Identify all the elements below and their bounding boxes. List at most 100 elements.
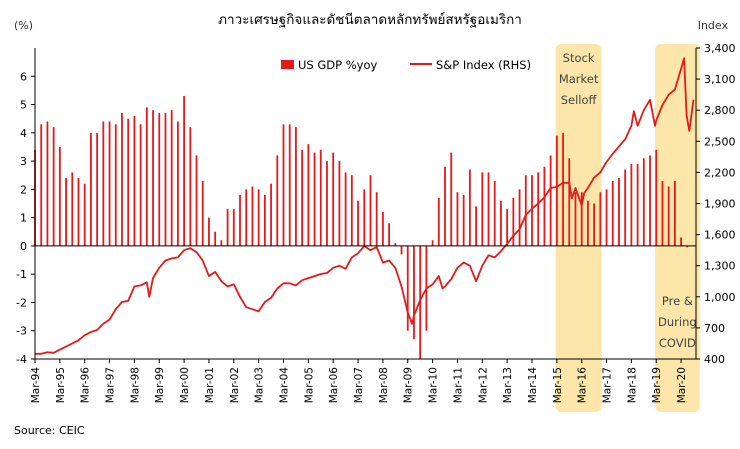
gdp-bar <box>524 175 527 246</box>
x-tick-label: Mar-08 <box>378 367 390 403</box>
gdp-bar <box>388 223 391 246</box>
annotation-label-1-line-2: Market <box>559 72 599 86</box>
gdp-bar <box>133 115 136 246</box>
annotation-box-1 <box>555 44 602 412</box>
left-axis-label: (%) <box>14 19 33 32</box>
left-tick-label: 0 <box>20 240 27 253</box>
gdp-bar <box>282 124 285 246</box>
gdp-bar <box>208 217 210 246</box>
gdp-bar <box>96 132 99 246</box>
gdp-bar <box>326 161 328 246</box>
gdp-bar <box>301 149 304 246</box>
gdp-bar <box>369 175 372 246</box>
right-tick-label: 2,800 <box>704 104 736 117</box>
gdp-bar <box>170 110 173 246</box>
gdp-bar <box>568 158 571 246</box>
left-tick-label: -3 <box>16 325 27 338</box>
chart-title: ภาวะเศรษฐกิจและดัชนีตลาดหลักทรัพย์สหรัฐอ… <box>218 11 522 28</box>
gdp-bar <box>686 245 689 248</box>
gdp-bar <box>394 243 397 246</box>
x-tick-label: Mar-17 <box>602 367 614 403</box>
gdp-bar <box>537 172 540 246</box>
gdp-bar <box>350 175 353 246</box>
right-axis-label: Index <box>698 19 729 32</box>
gdp-bar <box>46 121 49 246</box>
gdp-bar <box>139 124 142 246</box>
right-tick-label: 1,000 <box>704 291 736 304</box>
x-tick-label: Mar-00 <box>179 367 191 403</box>
gdp-bar <box>239 195 241 246</box>
x-tick-label: Mar-11 <box>452 367 464 403</box>
gdp-bar <box>605 189 608 246</box>
gdp-bar <box>232 209 235 246</box>
gdp-bar <box>437 197 440 246</box>
x-tick-label: Mar-98 <box>129 367 141 403</box>
gdp-bar <box>400 245 403 255</box>
left-tick-label: 6 <box>20 70 27 83</box>
gdp-bar <box>518 189 521 246</box>
x-tick-label: Mar-05 <box>303 367 315 403</box>
gdp-bar <box>332 152 335 246</box>
gdp-bar <box>65 178 67 246</box>
gdp-bar <box>40 124 43 246</box>
annotation-label-1-line-3: Selloff <box>561 93 598 107</box>
axes: -4 -3 -2 -1 0 1 2 3 4 5 6 400 700 1,000 1,300 1,600 1,90… <box>16 42 735 403</box>
x-tick-label: Mar-94 <box>30 367 42 404</box>
annotation-label-2-line-3: COVID <box>659 336 696 350</box>
gdp-bar <box>587 200 589 246</box>
x-tick-label: Mar-19 <box>651 367 663 403</box>
gdp-bar <box>145 107 148 246</box>
right-tick-label: 3,400 <box>704 42 736 55</box>
gdp-bar <box>493 180 496 246</box>
gdp-bar <box>90 132 92 246</box>
x-tick-label: Mar-04 <box>278 367 290 404</box>
annotation-shades <box>555 44 700 412</box>
source-note: Source: CEIC <box>14 424 85 437</box>
x-tick-label: Mar-12 <box>477 367 489 403</box>
gdp-bar <box>475 206 477 246</box>
gdp-bar <box>313 152 316 246</box>
x-tick-label: Mar-01 <box>204 367 216 403</box>
gdp-bar <box>636 163 639 246</box>
x-tick-label: Mar-15 <box>552 367 564 403</box>
x-tick-label: Mar-16 <box>577 367 589 404</box>
gdp-bar <box>549 155 552 246</box>
x-tick-label: Mar-96 <box>80 367 92 404</box>
x-tick-label: Mar-97 <box>105 367 117 403</box>
gdp-bar <box>121 113 123 246</box>
left-tick-label: 1 <box>20 212 27 225</box>
legend-gdp-label: US GDP %yoy <box>298 58 377 72</box>
gdp-bar <box>195 155 198 246</box>
left-tick-label: 4 <box>20 127 27 140</box>
gdp-bar <box>406 245 409 331</box>
gdp-bar <box>263 195 266 246</box>
left-tick-label: 5 <box>20 99 27 112</box>
gdp-bar <box>276 155 279 246</box>
right-tick-label: 2,500 <box>704 135 736 148</box>
gdp-bar <box>481 172 484 246</box>
gdp-bar <box>512 197 515 246</box>
gdp-bar <box>649 155 651 246</box>
left-tick-label: -4 <box>16 353 27 366</box>
gdp-bar <box>226 209 229 246</box>
gdp-bar <box>77 178 80 246</box>
gdp-bar <box>487 172 490 246</box>
gdp-bar <box>667 186 670 246</box>
left-tick-label: -2 <box>16 296 27 309</box>
gdp-bar <box>152 110 154 246</box>
gdp-bar <box>543 166 546 246</box>
gdp-bar <box>295 127 297 246</box>
gdp-bar <box>419 245 422 359</box>
gdp-bar <box>444 166 446 246</box>
x-tick-label: Mar-18 <box>626 367 638 403</box>
x-tick-label: Mar-99 <box>154 367 166 403</box>
right-tick-label: 1,900 <box>704 198 736 211</box>
gdp-bar <box>71 172 74 246</box>
x-tick-label: Mar-09 <box>403 367 415 403</box>
gdp-bar <box>673 180 676 246</box>
gdp-bar <box>456 192 459 246</box>
legend-gdp-swatch <box>281 60 294 69</box>
right-tick-label: 400 <box>704 353 725 366</box>
gdp-bar <box>618 178 620 246</box>
